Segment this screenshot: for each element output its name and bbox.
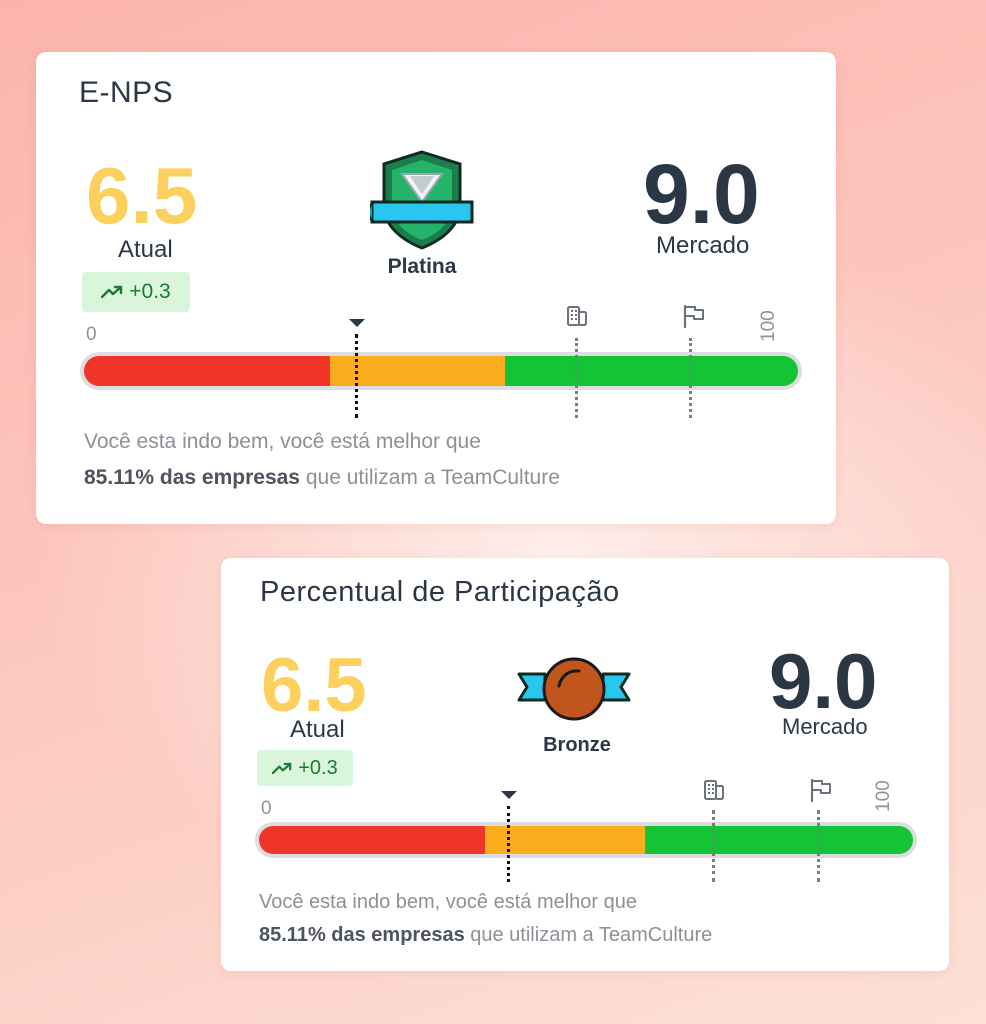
delta-badge: +0.3 <box>257 750 353 786</box>
description-rest: que utilizam a TeamCulture <box>300 466 560 489</box>
description-rest: que utilizam a TeamCulture <box>464 924 713 946</box>
gauge-segment-green <box>505 356 798 386</box>
platinum-shield-badge-icon <box>370 150 474 250</box>
scale-max-label: 100 <box>758 310 779 342</box>
gauge-segment-red <box>259 826 485 854</box>
card-title: E-NPS <box>79 76 174 109</box>
building-icon <box>704 780 724 800</box>
triangle-down-icon <box>349 319 365 327</box>
trending-up-icon <box>272 762 292 774</box>
current-marker-line <box>355 334 358 418</box>
goal-marker-line <box>689 338 692 418</box>
delta-badge: +0.3 <box>82 272 190 312</box>
card-title: Percentual de Participação <box>260 576 620 608</box>
current-marker-line <box>507 806 510 882</box>
flag-icon <box>683 304 704 329</box>
description-highlight: 85.11% das empresas <box>259 924 465 946</box>
current-label: Atual <box>290 716 345 743</box>
score-gauge-bar <box>255 822 917 858</box>
market-score: 9.0 <box>769 637 878 725</box>
current-score: 6.5 <box>261 643 367 728</box>
triangle-down-icon <box>501 791 517 799</box>
description: Você esta indo bem, você está melhor que… <box>84 424 560 496</box>
scale-max-label: 100 <box>873 780 894 812</box>
market-label: Mercado <box>782 714 868 739</box>
company-marker-line <box>575 338 578 418</box>
goal-marker-line <box>817 810 820 882</box>
description-line: Você esta indo bem, você está melhor que <box>84 430 481 453</box>
trending-up-icon <box>101 285 123 299</box>
gauge-segment-red <box>84 356 331 386</box>
participation-card: Percentual de Participação 6.5 Atual +0.… <box>221 558 949 971</box>
score-gauge-bar <box>80 352 802 390</box>
bronze-medal-badge-icon <box>517 657 631 721</box>
flag-icon <box>810 778 831 803</box>
delta-value: +0.3 <box>129 280 171 303</box>
enps-card: E-NPS 6.5 Atual +0.3 Platina 9.0 Mercado… <box>36 52 836 524</box>
current-score: 6.5 <box>86 151 198 240</box>
market-label: Mercado <box>656 232 750 259</box>
description: Você esta indo bem, você está melhor que… <box>259 886 712 952</box>
gauge-segment-orange <box>330 356 506 386</box>
delta-value: +0.3 <box>298 756 338 779</box>
current-label: Atual <box>118 236 173 263</box>
badge-label: Bronze <box>543 734 611 756</box>
badge-label: Platina <box>387 255 457 278</box>
building-icon <box>567 306 587 326</box>
gauge-segment-green <box>644 826 913 854</box>
company-marker-line <box>712 810 715 882</box>
gauge-segment-orange <box>484 826 645 854</box>
scale-min-label: 0 <box>261 798 272 819</box>
scale-min-label: 0 <box>86 324 97 345</box>
description-line: Você esta indo bem, você está melhor que <box>259 891 638 913</box>
market-score: 9.0 <box>643 147 760 241</box>
description-highlight: 85.11% das empresas <box>84 466 300 489</box>
